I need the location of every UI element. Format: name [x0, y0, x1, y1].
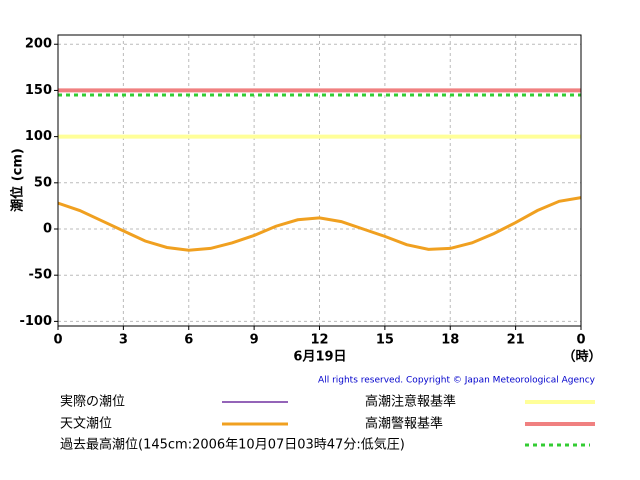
x-tick-label: 9 — [250, 333, 259, 348]
x-tick-label: 18 — [441, 333, 459, 348]
x-tick-label: 3 — [119, 333, 128, 348]
y-tick-label: 0 — [43, 222, 52, 237]
y-tick-label: -100 — [19, 314, 52, 329]
copyright: All rights reserved. Copyright © Japan M… — [318, 376, 596, 386]
y-axis-label: 潮位 (cm) — [10, 148, 26, 212]
y-tick-label: 50 — [34, 175, 52, 190]
y-tick-label: 150 — [25, 83, 52, 98]
x-tick-label: 6 — [184, 333, 193, 348]
x-tick-label: 12 — [310, 333, 328, 348]
x-tick-label: 0 — [576, 333, 585, 348]
legend-label: 実際の潮位 — [60, 394, 125, 410]
y-tick-label: 100 — [25, 129, 52, 144]
x-axis-unit: （時） — [562, 349, 601, 365]
x-tick-label: 21 — [507, 333, 525, 348]
y-tick-label: -50 — [29, 268, 53, 283]
legend-label: 天文潮位 — [60, 417, 112, 432]
x-axis-label: 6月19日 — [293, 350, 346, 365]
y-tick-label: 200 — [25, 37, 52, 52]
series-line — [57, 196, 582, 252]
x-tick-label: 0 — [53, 333, 62, 348]
plot-frame — [57, 34, 582, 327]
x-tick-label: 15 — [376, 333, 394, 348]
legend-label: 過去最高潮位(145cm:2006年10月07日03時47分:低気圧) — [60, 437, 405, 453]
legend-label: 高潮警報基準 — [365, 416, 443, 432]
legend-label: 高潮注意報基準 — [365, 394, 456, 410]
